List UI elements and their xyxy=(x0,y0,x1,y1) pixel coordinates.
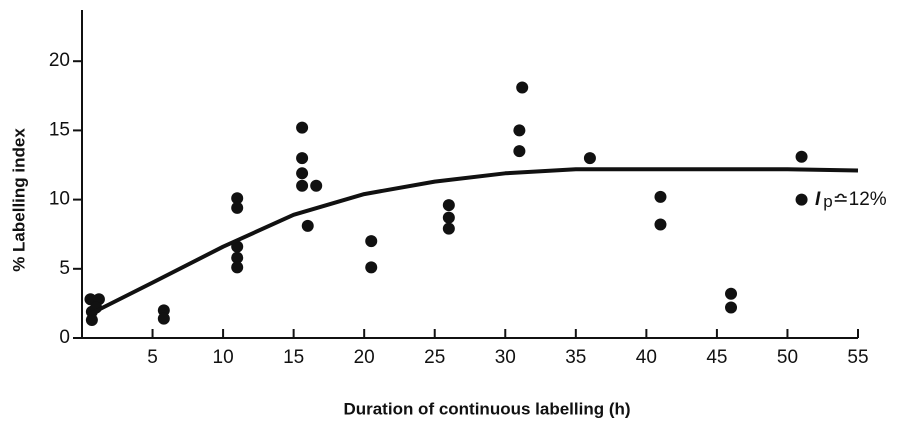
fit-curve xyxy=(88,167,859,317)
data-point xyxy=(231,192,244,205)
data-point xyxy=(85,314,98,327)
data-point xyxy=(296,152,309,165)
data-point xyxy=(301,219,314,232)
y-tick-label: 20 xyxy=(49,50,70,71)
data-point xyxy=(513,145,526,158)
data-point xyxy=(583,152,596,165)
data-point xyxy=(442,222,455,235)
data-point xyxy=(654,190,667,203)
annotation-subscript: p xyxy=(823,192,832,211)
data-point xyxy=(157,312,170,325)
data-point xyxy=(231,261,244,274)
y-tick-label: 10 xyxy=(49,189,70,210)
x-tick-label: 55 xyxy=(847,347,868,368)
data-point xyxy=(442,211,455,224)
y-tick-label: 15 xyxy=(49,119,70,140)
data-point xyxy=(795,193,808,206)
x-tick-label: 30 xyxy=(495,347,516,368)
data-point xyxy=(442,199,455,212)
data-point xyxy=(157,304,170,317)
data-point xyxy=(231,201,244,214)
x-tick-label: 5 xyxy=(147,347,158,368)
x-tick-label: 15 xyxy=(283,347,304,368)
y-axis-label: % Labelling index xyxy=(9,128,28,272)
y-tick-label: 0 xyxy=(59,327,70,348)
data-point xyxy=(365,261,378,274)
data-point xyxy=(365,235,378,248)
x-tick-label: 45 xyxy=(706,347,727,368)
data-point xyxy=(296,179,309,192)
x-tick-label: 25 xyxy=(424,347,445,368)
y-tick-label: 5 xyxy=(59,258,70,279)
data-point xyxy=(231,251,244,264)
data-point xyxy=(725,287,738,300)
data-point xyxy=(513,124,526,137)
x-tick-label: 20 xyxy=(354,347,375,368)
x-tick-label: 10 xyxy=(213,347,234,368)
data-point xyxy=(296,167,309,180)
annotation-text: ≏12% xyxy=(833,189,887,210)
data-point xyxy=(310,179,323,192)
data-point xyxy=(296,121,309,134)
data-point xyxy=(795,150,808,163)
x-axis-label: Duration of continuous labelling (h) xyxy=(343,399,630,418)
x-tick-label: 40 xyxy=(636,347,657,368)
data-point xyxy=(725,301,738,314)
data-point xyxy=(654,218,667,231)
annotation-symbol: I xyxy=(815,189,821,210)
data-point xyxy=(516,81,529,94)
x-tick-label: 35 xyxy=(565,347,586,368)
x-tick-label: 50 xyxy=(777,347,798,368)
